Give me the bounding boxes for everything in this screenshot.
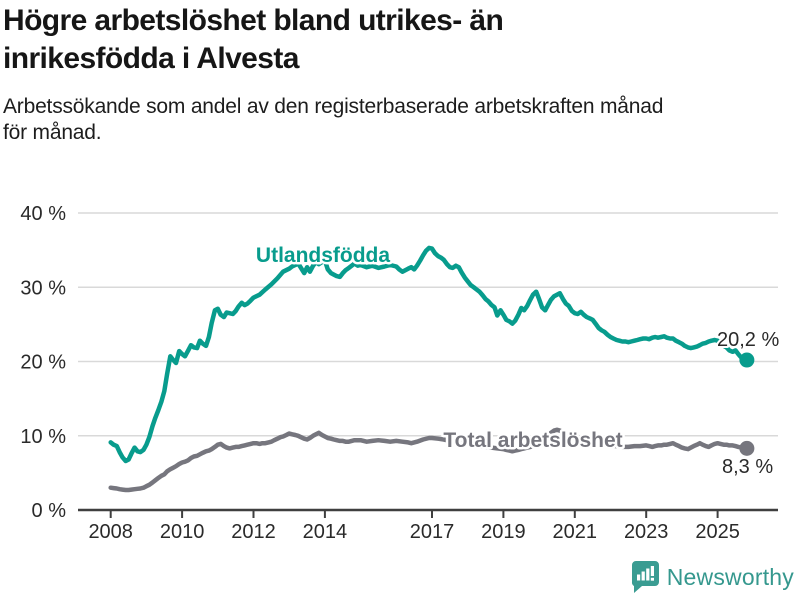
x-axis-tick-label: 2021 [553,521,598,543]
series-label-0: Utlandsfödda [256,244,390,267]
exclamation-dot [650,577,654,581]
chart-header: Högre arbetslöshet bland utrikes- än inr… [3,2,797,146]
x-axis-tick-label: 2012 [231,521,276,543]
exclamation-bar [650,566,654,576]
brand-name: Newsworthy [666,563,794,590]
brand-footer: Newsworthy [630,560,794,594]
x-axis-tick-label: 2008 [88,521,133,543]
bar-large [645,568,650,581]
x-axis-tick-label: 2023 [624,521,669,543]
chart-subtitle: Arbetssökande som andel av den registerb… [3,94,797,146]
x-axis-tick-label: 2010 [160,521,205,543]
y-axis-tick-label: 30 % [20,277,66,299]
series-end-dot-1 [739,440,755,456]
series-line-1 [108,427,750,493]
series-end-dot-0 [739,352,755,368]
y-axis-tick-label: 10 % [20,426,66,448]
subtitle-line-2: för månad. [3,121,102,144]
page-title: Högre arbetslöshet bland utrikes- än inr… [3,2,797,78]
y-axis-tick-label: 40 % [20,203,66,225]
series-line-0 [108,245,750,464]
bar-small [636,574,640,581]
series-end-value-label-1: 8,3 % [722,456,773,478]
y-axis-tick-label: 20 % [20,352,66,374]
series-end-value-label-0: 20,2 % [717,329,779,351]
x-axis-tick-label: 2014 [303,521,348,543]
y-axis-tick-label: 0 % [32,500,67,522]
newsworthy-logo-icon [631,561,659,593]
title-line-1: Högre arbetslöshet bland utrikes- än [3,4,504,37]
x-axis-tick-label: 2019 [481,521,526,543]
x-axis-tick-label: 2025 [695,521,740,543]
series-label-1: Total arbetslöshet [443,429,622,452]
x-axis-tick-label: 2017 [410,521,455,543]
title-line-2: inrikesfödda i Alvesta [3,42,299,75]
bar-medium [641,571,645,581]
speech-bubble-shape [631,561,659,593]
subtitle-line-1: Arbetssökande som andel av den registerb… [3,95,664,118]
